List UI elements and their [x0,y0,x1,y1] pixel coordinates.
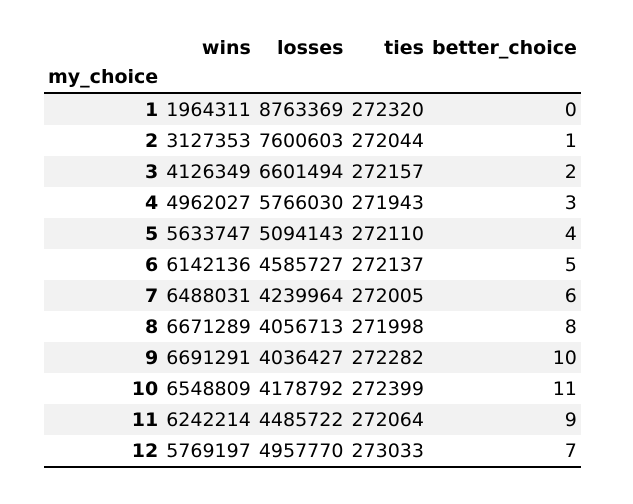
row-index-cell: 2 [144,129,159,152]
row-index-cell: 5 [144,222,159,245]
cell-better-choice: 6 [564,284,577,307]
cell-ties: 272282 [351,346,424,369]
row-index-cell: 8 [144,315,159,338]
table-row: 4 4962027 5766030 271943 3 [44,187,581,218]
cell-wins: 6548809 [166,377,251,400]
cell-losses: 4485722 [258,408,344,431]
cell-better-choice: 11 [552,377,577,400]
column-header-row: wins losses ties better_choice [44,34,581,62]
cell-ties: 272137 [351,253,424,276]
table-row: 8 6671289 4056713 271998 8 [44,311,581,342]
cell-ties: 273033 [347,435,428,468]
table-row: 1 1964311 8763369 272320 0 [44,93,581,125]
cell-wins: 1964311 [166,98,251,121]
cell-losses: 4239964 [258,284,344,307]
table-row: 6 6142136 4585727 272137 5 [44,249,581,280]
table-row: 3 4126349 6601494 272157 2 [44,156,581,187]
cell-better-choice: 5 [564,253,577,276]
row-index-cell: 4 [144,191,159,214]
cell-ties: 271943 [351,191,424,214]
cell-wins: 6142136 [166,253,251,276]
cell-ties: 272399 [351,377,424,400]
cell-losses: 4585727 [258,253,344,276]
cell-wins: 6691291 [166,346,251,369]
cell-ties: 271998 [351,315,424,338]
cell-better-choice: 10 [552,346,577,369]
cell-better-choice: 0 [564,98,577,121]
row-index-cell: 10 [131,377,159,400]
cell-losses: 4957770 [254,435,348,468]
row-index-cell: 6 [144,253,159,276]
table-row: 7 6488031 4239964 272005 6 [44,280,581,311]
row-index-cell: 3 [144,160,159,183]
cell-losses: 8763369 [258,98,344,121]
cell-wins: 6242214 [166,408,251,431]
cell-wins: 6671289 [166,315,251,338]
cell-losses: 4036427 [258,346,344,369]
cell-ties: 272005 [351,284,424,307]
cell-ties: 272044 [351,129,424,152]
table-row: 10 6548809 4178792 272399 11 [44,373,581,404]
cell-losses: 4178792 [258,377,344,400]
column-header-ties: ties [384,37,424,59]
cell-wins: 4962027 [166,191,251,214]
table-row: 5 5633747 5094143 272110 4 [44,218,581,249]
row-index-cell: 1 [144,98,159,121]
column-header-better-choice: better_choice [431,37,577,59]
cell-losses: 7600603 [258,129,344,152]
cell-ties: 272320 [351,98,424,121]
cell-better-choice: 4 [564,222,577,245]
dataframe-container: wins losses ties better_choice my_choice… [44,34,581,468]
cell-better-choice: 8 [564,315,577,338]
index-name-label: my_choice [44,62,163,94]
cell-ties: 272064 [351,408,424,431]
header-corner [44,34,162,62]
table-body: 1 1964311 8763369 272320 0 2 3127353 7600603 272… [44,93,581,468]
cell-wins: 5633747 [166,222,251,245]
row-index-cell: 7 [144,284,159,307]
cell-wins: 3127353 [166,129,251,152]
cell-wins: 4126349 [166,160,251,183]
table-row: 2 3127353 7600603 272044 1 [44,125,581,156]
cell-ties: 272157 [351,160,424,183]
index-name-row: my_choice [44,62,581,94]
cell-better-choice: 7 [427,435,581,468]
row-index-cell: 11 [131,408,159,431]
cell-losses: 4056713 [258,315,344,338]
dataframe-table: wins losses ties better_choice my_choice… [44,34,581,468]
cell-better-choice: 1 [564,129,577,152]
cell-better-choice: 9 [564,408,577,431]
row-index-cell: 12 [44,435,163,468]
row-index-cell: 9 [144,346,159,369]
table-row: 12 5769197 4957770 273033 7 [44,435,581,468]
table-row: 9 6691291 4036427 272282 10 [44,342,581,373]
column-header-losses: losses [277,37,344,59]
cell-losses: 5766030 [258,191,344,214]
cell-better-choice: 3 [564,191,577,214]
cell-losses: 6601494 [258,160,344,183]
column-header-wins: wins [201,37,251,59]
cell-wins: 6488031 [166,284,251,307]
table-row: 11 6242214 4485722 272064 9 [44,404,581,435]
cell-ties: 272110 [351,222,424,245]
cell-losses: 5094143 [258,222,344,245]
cell-wins: 5769197 [162,435,255,468]
cell-better-choice: 2 [564,160,577,183]
